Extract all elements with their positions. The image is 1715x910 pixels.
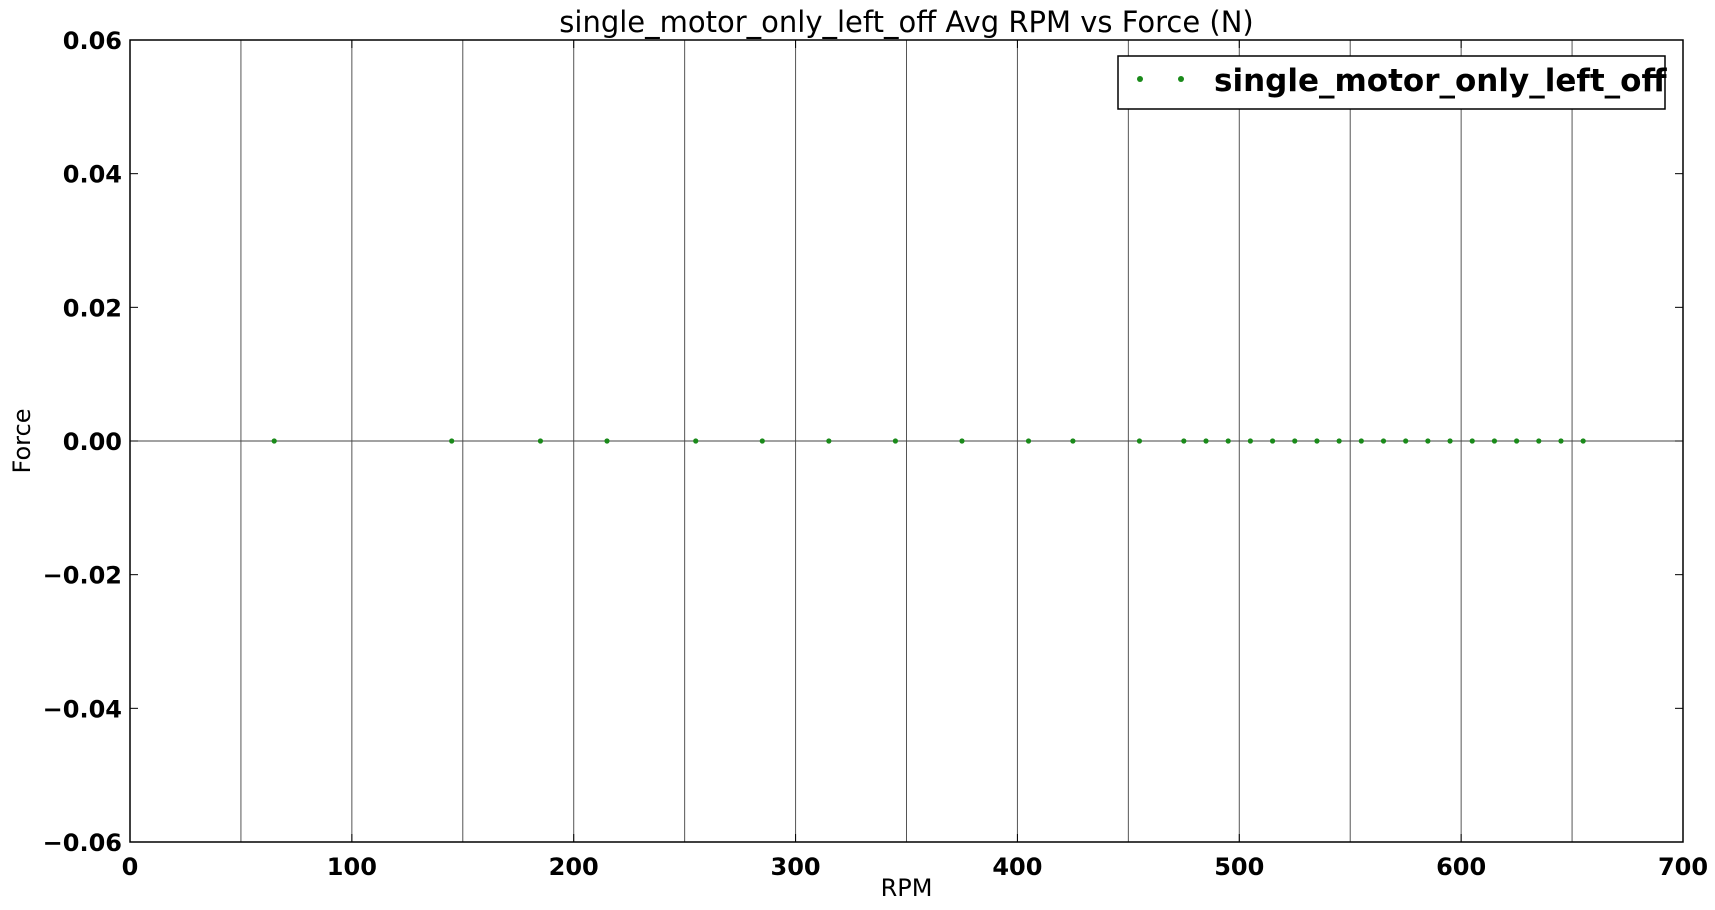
y-tick-label: −0.04 xyxy=(43,695,122,723)
data-point xyxy=(959,438,965,444)
y-tick-label: −0.02 xyxy=(43,562,122,590)
data-point xyxy=(826,438,832,444)
data-point xyxy=(1181,438,1187,444)
data-point xyxy=(1269,438,1276,444)
data-point xyxy=(1025,438,1032,444)
x-tick-label: 500 xyxy=(1214,853,1264,881)
data-point xyxy=(1380,438,1387,444)
y-tick-labels: 0.06 0.04 0.02 0.00 −0.02 −0.04 −0.06 xyxy=(43,27,122,857)
y-tick-label: 0.02 xyxy=(63,294,122,322)
data-point xyxy=(1292,438,1298,444)
legend-marker xyxy=(1178,76,1184,82)
data-point xyxy=(1447,438,1453,444)
data-point xyxy=(1203,438,1209,444)
legend-marker xyxy=(1137,76,1143,82)
y-tick-label: −0.06 xyxy=(43,829,122,857)
data-point xyxy=(759,438,765,444)
data-point xyxy=(1425,438,1431,444)
data-point xyxy=(1070,438,1076,444)
data-point xyxy=(1247,438,1253,444)
data-point xyxy=(693,438,699,444)
x-tick-label: 200 xyxy=(549,853,599,881)
data-point xyxy=(1136,438,1143,444)
data-point xyxy=(271,438,277,444)
data-point xyxy=(604,438,610,444)
y-tick-label: 0.00 xyxy=(63,428,122,456)
data-point xyxy=(1225,438,1231,444)
data-points xyxy=(271,438,1586,444)
legend: single_motor_only_left_off xyxy=(1117,55,1667,110)
data-point xyxy=(537,438,544,444)
data-point xyxy=(1469,438,1475,444)
data-point xyxy=(1403,438,1409,444)
x-tick-label: 700 xyxy=(1658,853,1708,881)
data-point xyxy=(1358,438,1364,444)
x-tick-label: 600 xyxy=(1436,853,1486,881)
x-tick-label: 0 xyxy=(122,853,139,881)
data-point xyxy=(1580,438,1586,444)
data-point xyxy=(1514,438,1520,444)
data-point xyxy=(1491,438,1498,444)
data-point xyxy=(1336,438,1342,444)
x-tick-label: 400 xyxy=(992,853,1042,881)
y-tick-label: 0.04 xyxy=(63,161,122,189)
y-axis-label: Force xyxy=(8,409,36,474)
x-tick-labels: 0 100 200 300 400 500 600 700 xyxy=(122,853,1708,881)
legend-box xyxy=(1117,55,1666,110)
data-point xyxy=(1314,438,1320,444)
legend-label: single_motor_only_left_off xyxy=(1214,63,1667,99)
chart-title: single_motor_only_left_off Avg RPM vs Fo… xyxy=(559,5,1253,39)
y-tick-label: 0.06 xyxy=(63,27,122,55)
data-point xyxy=(1536,438,1542,444)
data-point xyxy=(1558,438,1564,444)
data-point xyxy=(892,438,899,444)
x-tick-label: 300 xyxy=(771,853,821,881)
x-tick-label: 100 xyxy=(327,853,377,881)
x-axis-label: RPM xyxy=(881,874,933,902)
axis-ticks xyxy=(129,39,1684,843)
data-point xyxy=(449,438,455,444)
